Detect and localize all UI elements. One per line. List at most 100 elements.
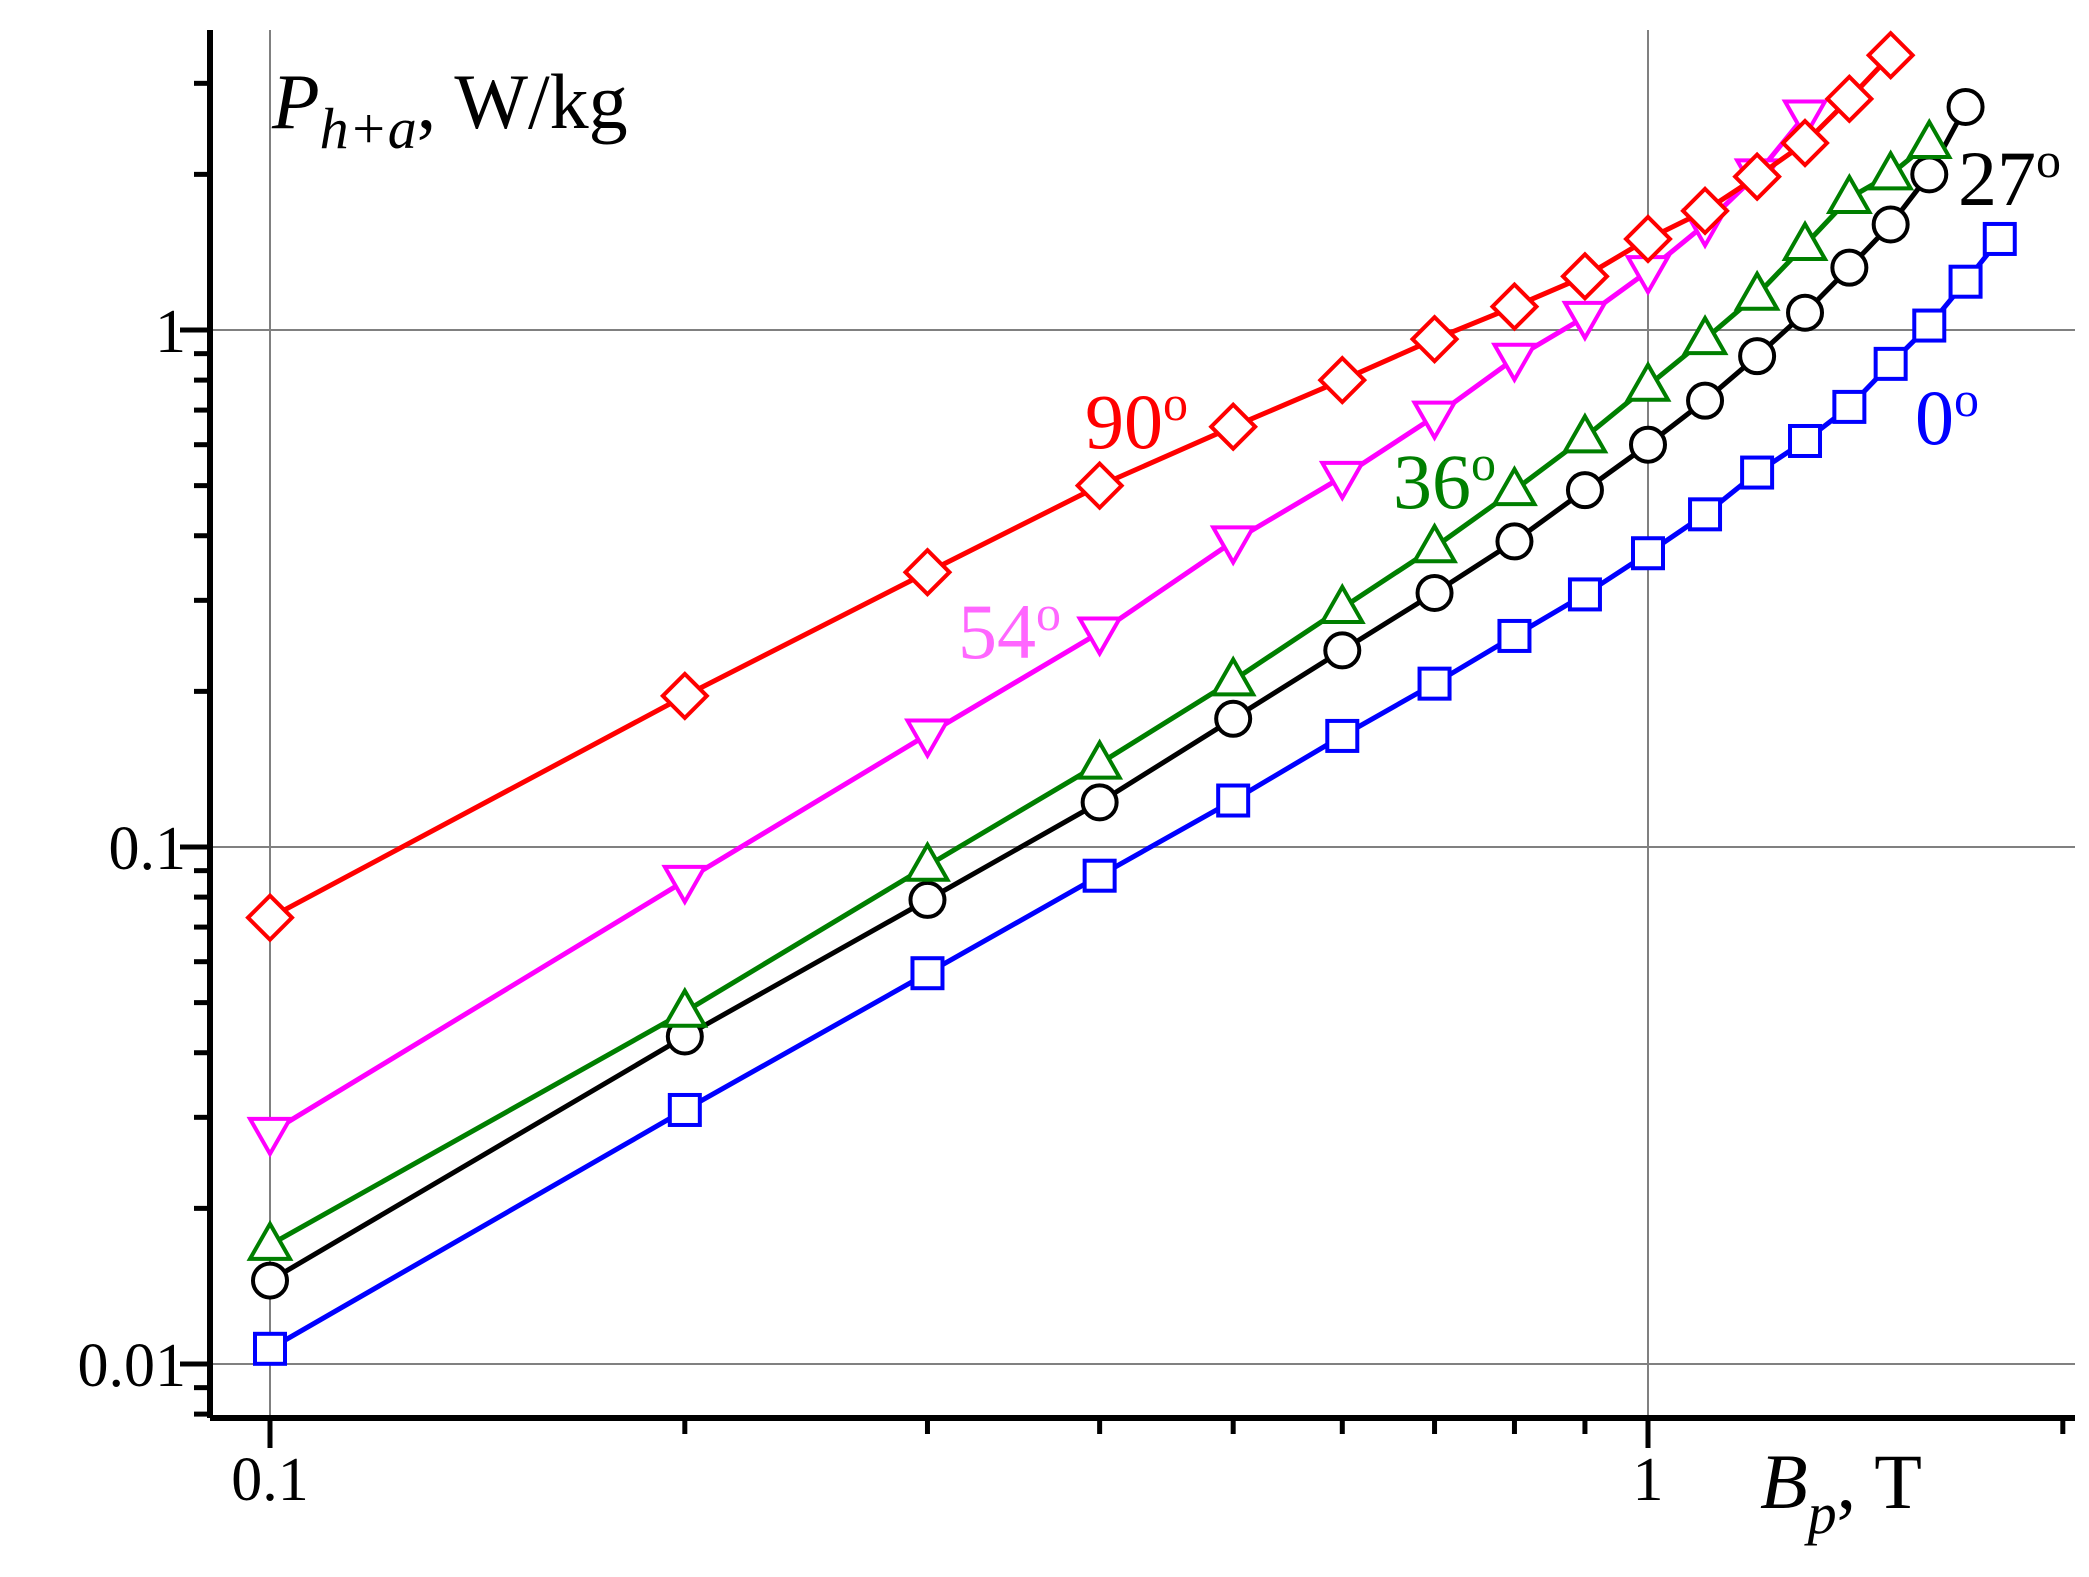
data-point-circle xyxy=(1738,337,1777,376)
data-point-diamond xyxy=(1208,401,1259,452)
x-tick-label: 0.1 xyxy=(231,1446,309,1514)
data-point-square xyxy=(253,1331,287,1366)
curve-label-value: 36 xyxy=(1393,438,1471,525)
data-point-diamond xyxy=(902,547,953,598)
series-0-deg xyxy=(253,221,2017,1366)
data-point-square xyxy=(1788,423,1823,458)
curve-label-value: 54 xyxy=(958,588,1036,675)
data-point-diamond xyxy=(1317,355,1368,405)
data-point-circle xyxy=(1495,522,1534,561)
data-point-circle xyxy=(251,1261,289,1300)
data-point-diamond xyxy=(1489,281,1540,332)
data-point-square xyxy=(1497,618,1532,653)
data-point-triangle-up xyxy=(1491,465,1538,507)
data-point-diamond xyxy=(1865,30,1916,81)
data-point-diamond xyxy=(1824,73,1875,124)
data-point-circle xyxy=(1871,205,1910,244)
data-point-square xyxy=(1216,783,1251,818)
curve-label-0-deg: 0o xyxy=(1915,371,1979,461)
data-point-triangle-up xyxy=(1318,582,1366,624)
tick-labels: 0.01 0.1 1 0.1 1 xyxy=(78,298,1664,1514)
data-point-square xyxy=(1740,455,1775,490)
data-point-diamond xyxy=(1074,460,1125,511)
data-point-square xyxy=(1948,264,1983,299)
data-point-diamond xyxy=(1732,151,1782,202)
data-point-square xyxy=(667,1092,702,1127)
data-point-circle xyxy=(1686,381,1725,420)
data-point-square xyxy=(1873,346,1908,381)
y-axis-title-main: P xyxy=(271,58,320,145)
y-axis-title-suffix: , W/kg xyxy=(417,58,628,145)
data-point-diamond xyxy=(1560,251,1610,302)
curve-label-90-deg: 90o xyxy=(1085,375,1188,465)
data-point-triangle-up xyxy=(1624,360,1672,402)
data-point-diamond xyxy=(659,671,710,721)
data-point-triangle-down xyxy=(1491,342,1538,384)
data-point-triangle-up xyxy=(1781,219,1829,262)
data-point-diamond xyxy=(1623,214,1673,264)
data-point-triangle-up xyxy=(904,840,951,882)
curve-label-value: 27 xyxy=(1958,135,2036,222)
data-point-diamond xyxy=(245,892,295,943)
data-point-triangle-up xyxy=(1209,655,1257,697)
data-point-triangle-down xyxy=(1411,400,1458,442)
curve-label-degree: o xyxy=(2036,132,2061,188)
curve-label-54-deg: 54o xyxy=(958,585,1061,675)
data-point-circle xyxy=(1786,293,1825,332)
y-tick-label: 1 xyxy=(155,298,186,366)
data-point-triangle-up xyxy=(661,986,709,1028)
x-axis-title-sub: p xyxy=(1804,1481,1837,1546)
data-point-square xyxy=(1688,497,1723,532)
y-tick-label: 0.01 xyxy=(78,1332,187,1400)
data-point-circle xyxy=(1946,87,1985,126)
data-point-square xyxy=(910,956,945,991)
data-point-triangle-down xyxy=(661,864,709,906)
data-point-square xyxy=(1082,858,1117,893)
data-point-square xyxy=(1832,389,1867,424)
curve-label-27-deg: 27o xyxy=(1958,132,2061,222)
data-point-triangle-down xyxy=(1076,616,1124,658)
data-point-square xyxy=(1912,308,1947,343)
data-point-diamond xyxy=(1409,314,1460,364)
x-axis-title: Bp, T xyxy=(1760,1438,1922,1546)
series-27-deg xyxy=(251,87,1985,1300)
data-point-square xyxy=(1567,577,1602,612)
data-point-circle xyxy=(1415,573,1454,612)
series-layer xyxy=(245,30,2017,1366)
curve-label-degree: o xyxy=(1954,371,1979,427)
x-tick-label: 1 xyxy=(1633,1446,1664,1514)
data-point-triangle-up xyxy=(1867,149,1915,191)
data-point-circle xyxy=(1830,248,1869,287)
data-point-triangle-up xyxy=(246,1219,294,1261)
data-point-circle xyxy=(1565,471,1604,510)
data-point-triangle-up xyxy=(1561,412,1609,454)
data-point-square xyxy=(1982,221,2017,256)
data-point-triangle-up xyxy=(1411,522,1458,564)
data-point-triangle-down xyxy=(246,1116,294,1158)
data-point-triangle-down xyxy=(1561,300,1609,342)
axes xyxy=(180,30,2075,1448)
data-point-circle xyxy=(1323,631,1362,670)
curve-label-degree: o xyxy=(1036,585,1061,641)
data-point-circle xyxy=(1080,783,1119,822)
data-point-square xyxy=(1417,666,1452,701)
data-point-circle xyxy=(1214,699,1253,738)
data-point-diamond xyxy=(1680,186,1730,236)
data-point-triangle-up xyxy=(1076,738,1124,780)
curve-label-value: 0 xyxy=(1915,374,1954,461)
data-point-triangle-up xyxy=(1825,172,1873,215)
data-point-circle xyxy=(908,880,947,919)
data-point-diamond xyxy=(1780,118,1830,168)
x-axis-title-main: B xyxy=(1760,1438,1808,1525)
data-point-triangle-down xyxy=(904,718,951,760)
series-36-deg xyxy=(246,117,1953,1261)
series-line-36-deg xyxy=(268,141,1931,1248)
data-point-circle xyxy=(1629,425,1667,464)
data-point-triangle-up xyxy=(1733,269,1781,311)
y-tick-label: 0.1 xyxy=(109,815,187,883)
data-point-square xyxy=(1631,536,1665,571)
data-point-triangle-down xyxy=(1209,525,1257,567)
y-axis-title: Ph+a, W/kg xyxy=(271,58,628,161)
